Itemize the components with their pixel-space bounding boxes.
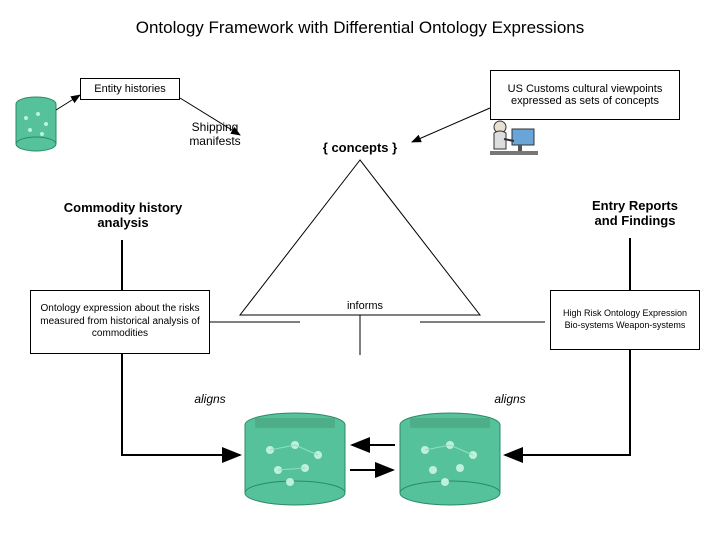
big-db-right-icon: [400, 413, 500, 505]
high-risk-box: High Risk Ontology Expression Bio-system…: [550, 290, 700, 350]
small-db-icon: [16, 97, 56, 151]
big-db-left-icon: [245, 413, 345, 505]
us-customs-box: US Customs cultural viewpoints expressed…: [490, 70, 680, 120]
ontology-expr-left-box: Ontology expression about the risks meas…: [30, 290, 210, 354]
ontology-expr-left-label: Ontology expression about the risks meas…: [37, 303, 203, 341]
informs-label: informs: [330, 300, 400, 312]
concepts-triangle: [240, 160, 480, 315]
entry-reports-label: Entry Reports and Findings: [560, 198, 710, 228]
aligns-right-label: aligns: [480, 392, 540, 406]
shipping-manifests-label: Shipping manifests: [170, 120, 260, 148]
aligns-left-label: aligns: [180, 392, 240, 406]
commodity-history-label: Commodity history analysis: [38, 200, 208, 230]
us-customs-label: US Customs cultural viewpoints expressed…: [497, 83, 673, 107]
entity-histories-label: Entity histories: [94, 83, 166, 95]
high-risk-label: High Risk Ontology Expression Bio-system…: [557, 308, 693, 331]
entity-histories-box: Entity histories: [80, 78, 180, 100]
page-title: Ontology Framework with Differential Ont…: [0, 18, 720, 38]
concepts-label: { concepts }: [310, 140, 410, 155]
person-clipart-icon: [490, 121, 538, 155]
